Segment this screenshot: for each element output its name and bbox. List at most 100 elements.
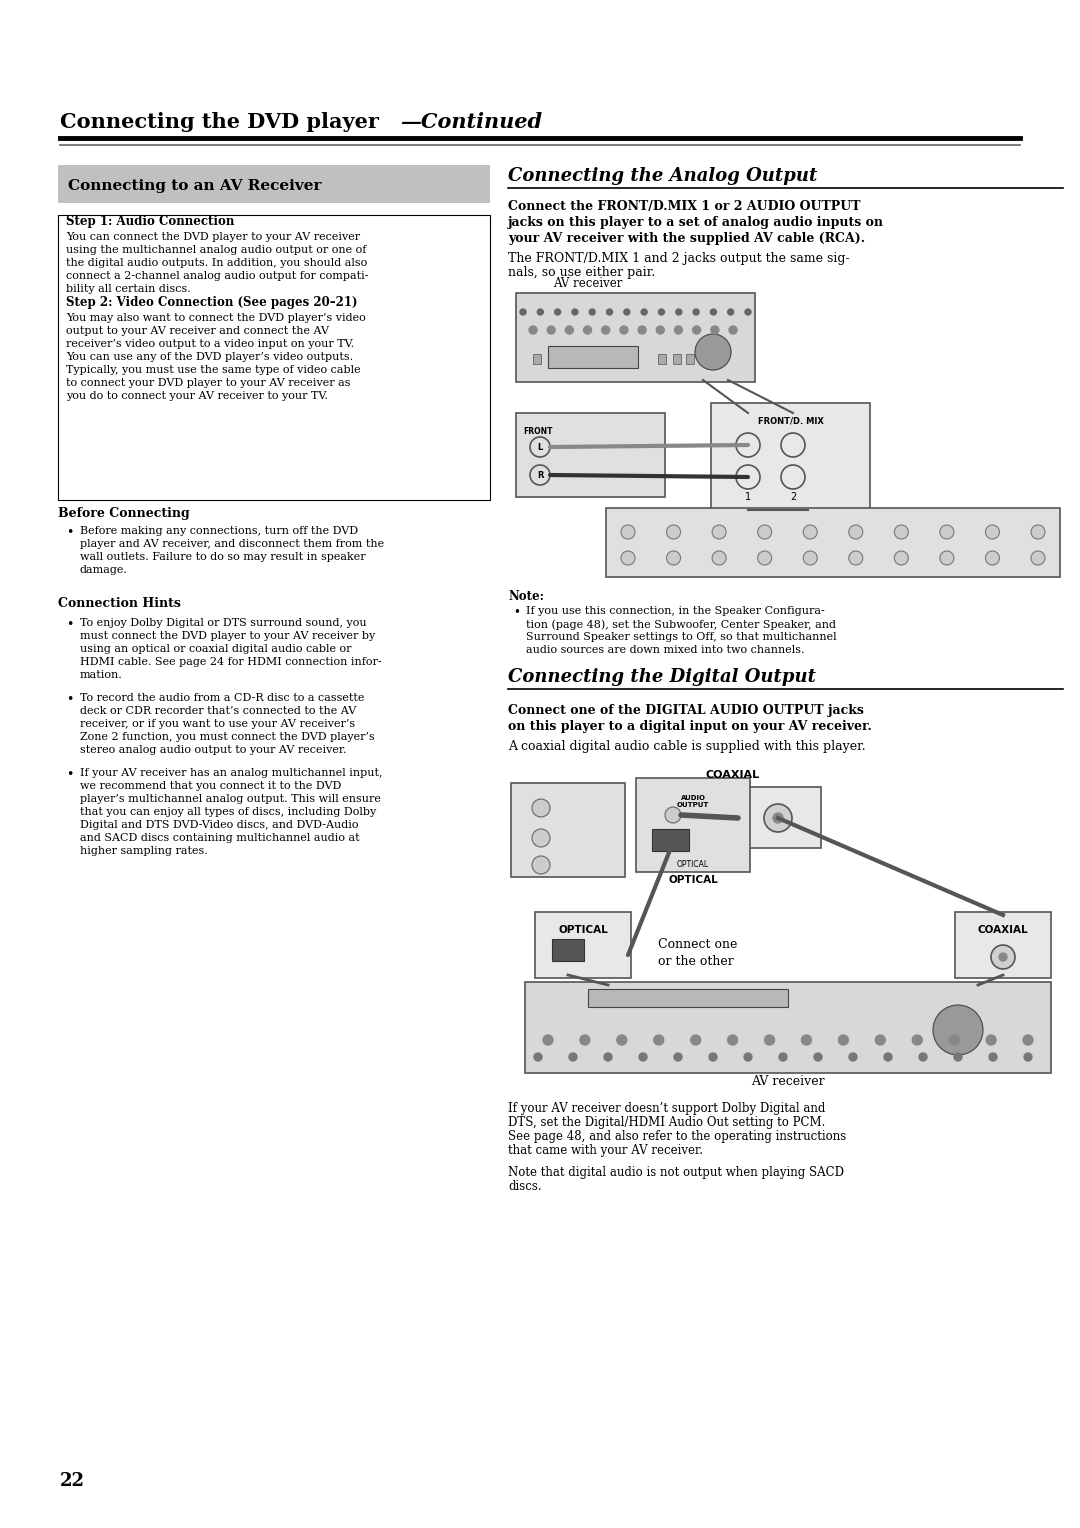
Circle shape (954, 1053, 962, 1060)
Text: on this player to a digital input on your AV receiver.: on this player to a digital input on you… (508, 720, 872, 733)
Circle shape (532, 856, 550, 874)
Text: DTS, set the Digital/HDMI Audio Out setting to PCM.: DTS, set the Digital/HDMI Audio Out sett… (508, 1115, 825, 1129)
Circle shape (659, 309, 664, 315)
Text: tion (page 48), set the Subwoofer, Center Speaker, and: tion (page 48), set the Subwoofer, Cente… (526, 619, 836, 630)
Text: To enjoy Dolby Digital or DTS surround sound, you: To enjoy Dolby Digital or DTS surround s… (80, 617, 366, 628)
Circle shape (744, 1053, 752, 1060)
FancyBboxPatch shape (525, 983, 1051, 1073)
Text: •: • (66, 769, 73, 781)
Circle shape (849, 552, 863, 565)
Circle shape (639, 1053, 647, 1060)
Text: deck or CDR recorder that’s connected to the AV: deck or CDR recorder that’s connected to… (80, 706, 356, 717)
Text: The FRONT/D.MIX 1 and 2 jacks output the same sig-: The FRONT/D.MIX 1 and 2 jacks output the… (508, 252, 850, 264)
Text: If you use this connection, in the Speaker Configura-: If you use this connection, in the Speak… (526, 607, 825, 616)
Circle shape (1023, 1034, 1032, 1045)
Text: discs.: discs. (508, 1180, 542, 1193)
Text: connect a 2-channel analog audio output for compati-: connect a 2-channel analog audio output … (66, 270, 368, 281)
FancyBboxPatch shape (535, 912, 631, 978)
Text: COAXIAL: COAXIAL (706, 770, 760, 779)
FancyBboxPatch shape (516, 413, 665, 497)
Text: OPTICAL: OPTICAL (677, 860, 710, 869)
Circle shape (1031, 526, 1045, 539)
Text: COAXIAL: COAXIAL (977, 924, 1028, 935)
Text: stereo analog audio output to your AV receiver.: stereo analog audio output to your AV re… (80, 746, 347, 755)
Circle shape (519, 309, 526, 315)
Circle shape (875, 1034, 886, 1045)
Circle shape (617, 1034, 626, 1045)
Text: You can connect the DVD player to your AV receiver: You can connect the DVD player to your A… (66, 232, 360, 241)
FancyBboxPatch shape (58, 165, 490, 203)
Text: audio sources are down mixed into two channels.: audio sources are down mixed into two ch… (526, 645, 805, 656)
Circle shape (653, 1034, 664, 1045)
Circle shape (711, 309, 716, 315)
Text: Before Connecting: Before Connecting (58, 507, 190, 520)
Text: damage.: damage. (80, 565, 127, 575)
Circle shape (708, 1053, 717, 1060)
Circle shape (894, 526, 908, 539)
Text: Surround Speaker settings to Off, so that multichannel: Surround Speaker settings to Off, so tha… (526, 633, 837, 642)
Circle shape (919, 1053, 927, 1060)
Text: bility all certain discs.: bility all certain discs. (66, 284, 191, 293)
Text: Zone 2 function, you must connect the DVD player’s: Zone 2 function, you must connect the DV… (80, 732, 375, 743)
Text: using the multichannel analog audio output or one of: using the multichannel analog audio outp… (66, 244, 366, 255)
Text: You can use any of the DVD player’s video outputs.: You can use any of the DVD player’s vide… (66, 351, 353, 362)
Circle shape (949, 1034, 959, 1045)
Circle shape (692, 325, 701, 335)
Circle shape (999, 953, 1007, 961)
FancyBboxPatch shape (673, 354, 681, 364)
Circle shape (711, 325, 719, 335)
Text: —Continued: —Continued (400, 112, 542, 131)
Text: R: R (537, 471, 543, 480)
FancyBboxPatch shape (686, 354, 694, 364)
Text: your AV receiver with the supplied AV cable (RCA).: your AV receiver with the supplied AV ca… (508, 232, 865, 244)
Text: AUDIO
OUTPUT: AUDIO OUTPUT (677, 795, 710, 808)
Circle shape (674, 325, 683, 335)
Circle shape (676, 309, 681, 315)
Circle shape (555, 309, 561, 315)
Circle shape (849, 1053, 858, 1060)
Circle shape (779, 1053, 787, 1060)
Circle shape (621, 552, 635, 565)
Circle shape (583, 325, 592, 335)
Circle shape (532, 830, 550, 847)
Circle shape (758, 552, 772, 565)
Circle shape (638, 325, 646, 335)
FancyBboxPatch shape (606, 507, 1059, 578)
Text: FRONT: FRONT (523, 426, 553, 435)
Text: Connecting the Analog Output: Connecting the Analog Output (508, 167, 818, 185)
Circle shape (530, 465, 550, 484)
Circle shape (989, 1053, 997, 1060)
Circle shape (712, 526, 726, 539)
Text: HDMI cable. See page 24 for HDMI connection infor-: HDMI cable. See page 24 for HDMI connect… (80, 657, 381, 668)
Text: A coaxial digital audio cable is supplied with this player.: A coaxial digital audio cable is supplie… (508, 740, 866, 753)
Circle shape (565, 325, 573, 335)
Text: •: • (66, 694, 73, 706)
Circle shape (729, 325, 737, 335)
Circle shape (940, 526, 954, 539)
Text: and SACD discs containing multichannel audio at: and SACD discs containing multichannel a… (80, 833, 360, 843)
Text: Connecting the DVD player: Connecting the DVD player (60, 112, 379, 131)
Circle shape (693, 309, 699, 315)
Circle shape (894, 552, 908, 565)
Text: If your AV receiver has an analog multichannel input,: If your AV receiver has an analog multic… (80, 769, 382, 778)
Circle shape (620, 325, 627, 335)
Circle shape (548, 325, 555, 335)
Circle shape (569, 1053, 577, 1060)
Circle shape (666, 552, 680, 565)
Circle shape (781, 465, 805, 489)
Circle shape (986, 1034, 996, 1045)
Text: nals, so use either pair.: nals, so use either pair. (508, 266, 656, 280)
FancyBboxPatch shape (516, 293, 755, 382)
Circle shape (765, 1034, 774, 1045)
FancyBboxPatch shape (58, 215, 490, 500)
Circle shape (621, 526, 635, 539)
Text: 1: 1 (745, 492, 751, 503)
Text: player’s multichannel analog output. This will ensure: player’s multichannel analog output. Thi… (80, 795, 381, 804)
Text: You may also want to connect the DVD player’s video: You may also want to connect the DVD pla… (66, 313, 366, 322)
Circle shape (764, 804, 792, 833)
FancyBboxPatch shape (735, 787, 821, 848)
Text: Step 2: Video Connection (See pages 20–21): Step 2: Video Connection (See pages 20–2… (66, 296, 357, 309)
Text: •: • (66, 617, 73, 631)
Text: Note:: Note: (508, 590, 544, 604)
Circle shape (665, 807, 681, 824)
